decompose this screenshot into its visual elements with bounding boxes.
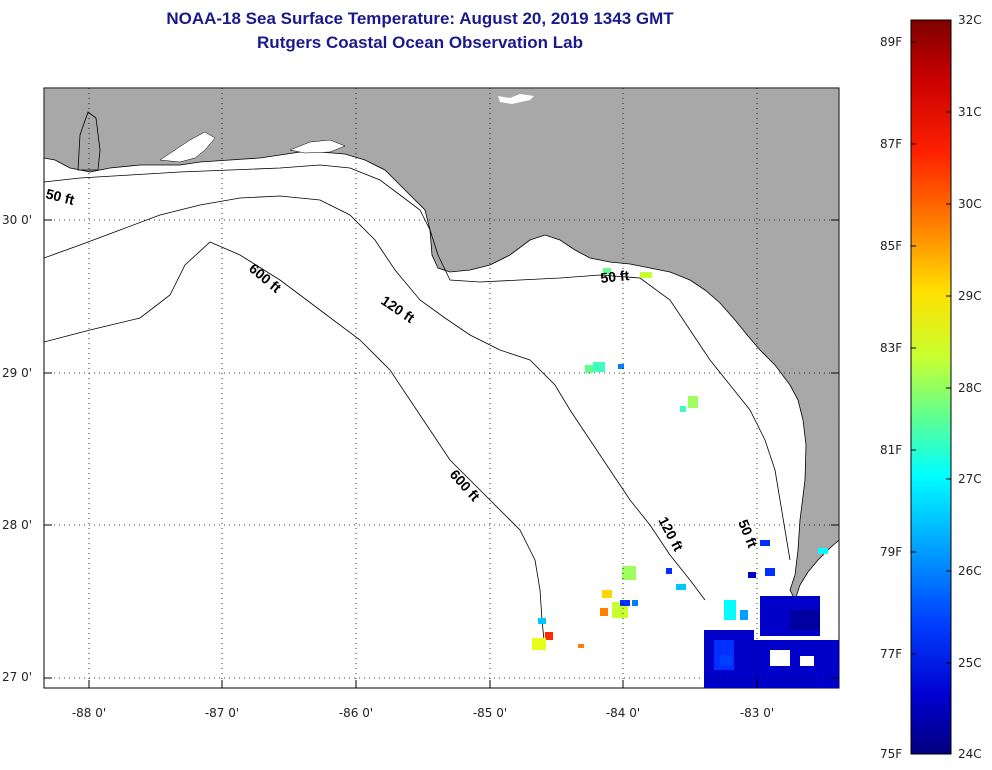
lat-label: 27 0' — [2, 670, 33, 684]
axis-ticks — [44, 219, 839, 688]
colorbar-label-c: 32C — [958, 13, 982, 27]
lon-label: -87 0' — [204, 706, 240, 720]
lon-label: -88 0' — [71, 706, 107, 720]
lat-label: 28 0' — [2, 518, 33, 532]
contour-50ft — [44, 164, 791, 561]
colorbar-label-c: 29C — [958, 289, 982, 303]
colorbar — [910, 19, 952, 755]
bay-shape — [159, 131, 216, 163]
lon-label: -83 0' — [739, 706, 775, 720]
colorbar-label-c: 27C — [958, 472, 982, 486]
colorbar-label-c: 24C — [958, 747, 982, 761]
contour-120ft — [44, 195, 706, 601]
colorbar-label-f: 77F — [880, 647, 903, 661]
contour-label: 50 ft — [600, 267, 631, 286]
colorbar-label-c: 25C — [958, 656, 982, 670]
colorbar-label-f: 87F — [880, 137, 903, 151]
contour-600ft — [44, 241, 546, 651]
graticule — [44, 88, 839, 688]
lon-label: -86 0' — [338, 706, 374, 720]
lat-label: 30 0' — [2, 213, 33, 227]
colorbar-label-f: 85F — [880, 239, 903, 253]
lon-label: -84 0' — [605, 706, 641, 720]
lake-shape — [498, 94, 534, 104]
colorbar-label-f: 83F — [880, 341, 903, 355]
colorbar-label-f: 79F — [880, 545, 903, 559]
land-peninsula — [77, 111, 101, 171]
bay-shape — [289, 139, 346, 154]
colorbar-ticks — [911, 19, 951, 664]
colorbar-label-f: 89F — [880, 35, 903, 49]
map-title: NOAA-18 Sea Surface Temperature: August … — [166, 9, 674, 28]
lat-label: 29 0' — [2, 366, 33, 380]
colorbar-label-c: 28C — [958, 381, 982, 395]
colorbar-label-c: 26C — [958, 564, 982, 578]
sst-pixels — [532, 268, 839, 688]
contour-label: 50 ft — [44, 185, 76, 208]
lon-label: -85 0' — [472, 706, 508, 720]
land-mass — [44, 88, 839, 602]
colorbar-label-f: 81F — [880, 443, 903, 457]
colorbar-label-c: 31C — [958, 105, 982, 119]
map-subtitle: Rutgers Coastal Ocean Observation Lab — [257, 33, 583, 52]
colorbar-label-f: 75F — [880, 747, 903, 761]
colorbar-label-c: 30C — [958, 197, 982, 211]
